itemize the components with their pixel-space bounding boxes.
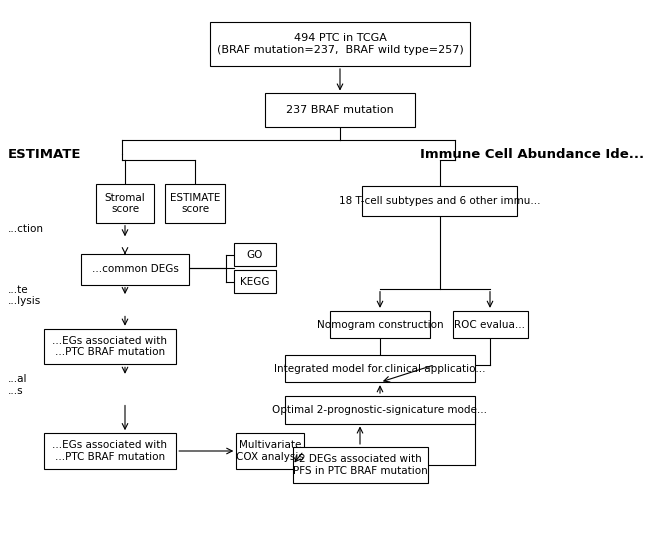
Text: ESTIMATE
score: ESTIMATE score — [170, 192, 220, 215]
Text: Multivariate
COX analysis: Multivariate COX analysis — [236, 440, 304, 462]
Text: ...EGs associated with
...PTC BRAF mutation: ...EGs associated with ...PTC BRAF mutat… — [53, 440, 168, 462]
FancyBboxPatch shape — [452, 311, 528, 338]
FancyBboxPatch shape — [285, 355, 475, 382]
Text: 237 BRAF mutation: 237 BRAF mutation — [286, 105, 394, 115]
FancyBboxPatch shape — [285, 396, 475, 424]
Text: ...ction: ...ction — [8, 224, 44, 234]
FancyBboxPatch shape — [236, 433, 304, 469]
FancyBboxPatch shape — [363, 185, 517, 216]
Text: ...te
...lysis: ...te ...lysis — [8, 284, 41, 306]
Text: Optimal 2-prognostic-signicature mode...: Optimal 2-prognostic-signicature mode... — [272, 405, 488, 415]
Text: ...al
...s: ...al ...s — [8, 374, 27, 396]
FancyBboxPatch shape — [44, 328, 176, 364]
Text: KEGG: KEGG — [240, 277, 270, 287]
Text: ROC evalua...: ROC evalua... — [454, 320, 525, 329]
FancyBboxPatch shape — [292, 447, 428, 483]
FancyBboxPatch shape — [81, 254, 188, 285]
FancyBboxPatch shape — [165, 184, 225, 223]
Text: ESTIMATE: ESTIMATE — [8, 147, 81, 161]
Text: 494 PTC in TCGA
(BRAF mutation=237,  BRAF wild type=257): 494 PTC in TCGA (BRAF mutation=237, BRAF… — [216, 33, 463, 55]
FancyBboxPatch shape — [265, 94, 415, 126]
Text: 2 DEGs associated with
PFS in PTC BRAF mutation: 2 DEGs associated with PFS in PTC BRAF m… — [292, 454, 428, 476]
Text: ...common DEGs: ...common DEGs — [92, 265, 179, 274]
FancyBboxPatch shape — [330, 311, 430, 338]
Text: GO: GO — [247, 250, 263, 260]
Text: Integrated model for.clinical applicatio...: Integrated model for.clinical applicatio… — [274, 364, 486, 373]
FancyBboxPatch shape — [234, 270, 276, 293]
FancyBboxPatch shape — [210, 22, 470, 66]
FancyBboxPatch shape — [234, 243, 276, 266]
FancyBboxPatch shape — [96, 184, 154, 223]
Text: Nomogram construction: Nomogram construction — [317, 320, 443, 329]
Text: 18 T-cell subtypes and 6 other immu...: 18 T-cell subtypes and 6 other immu... — [339, 196, 541, 206]
Text: Immune Cell Abundance Ide...: Immune Cell Abundance Ide... — [420, 147, 644, 161]
Text: Stromal
score: Stromal score — [105, 192, 146, 215]
Text: ...EGs associated with
...PTC BRAF mutation: ...EGs associated with ...PTC BRAF mutat… — [53, 336, 168, 358]
FancyBboxPatch shape — [44, 433, 176, 469]
